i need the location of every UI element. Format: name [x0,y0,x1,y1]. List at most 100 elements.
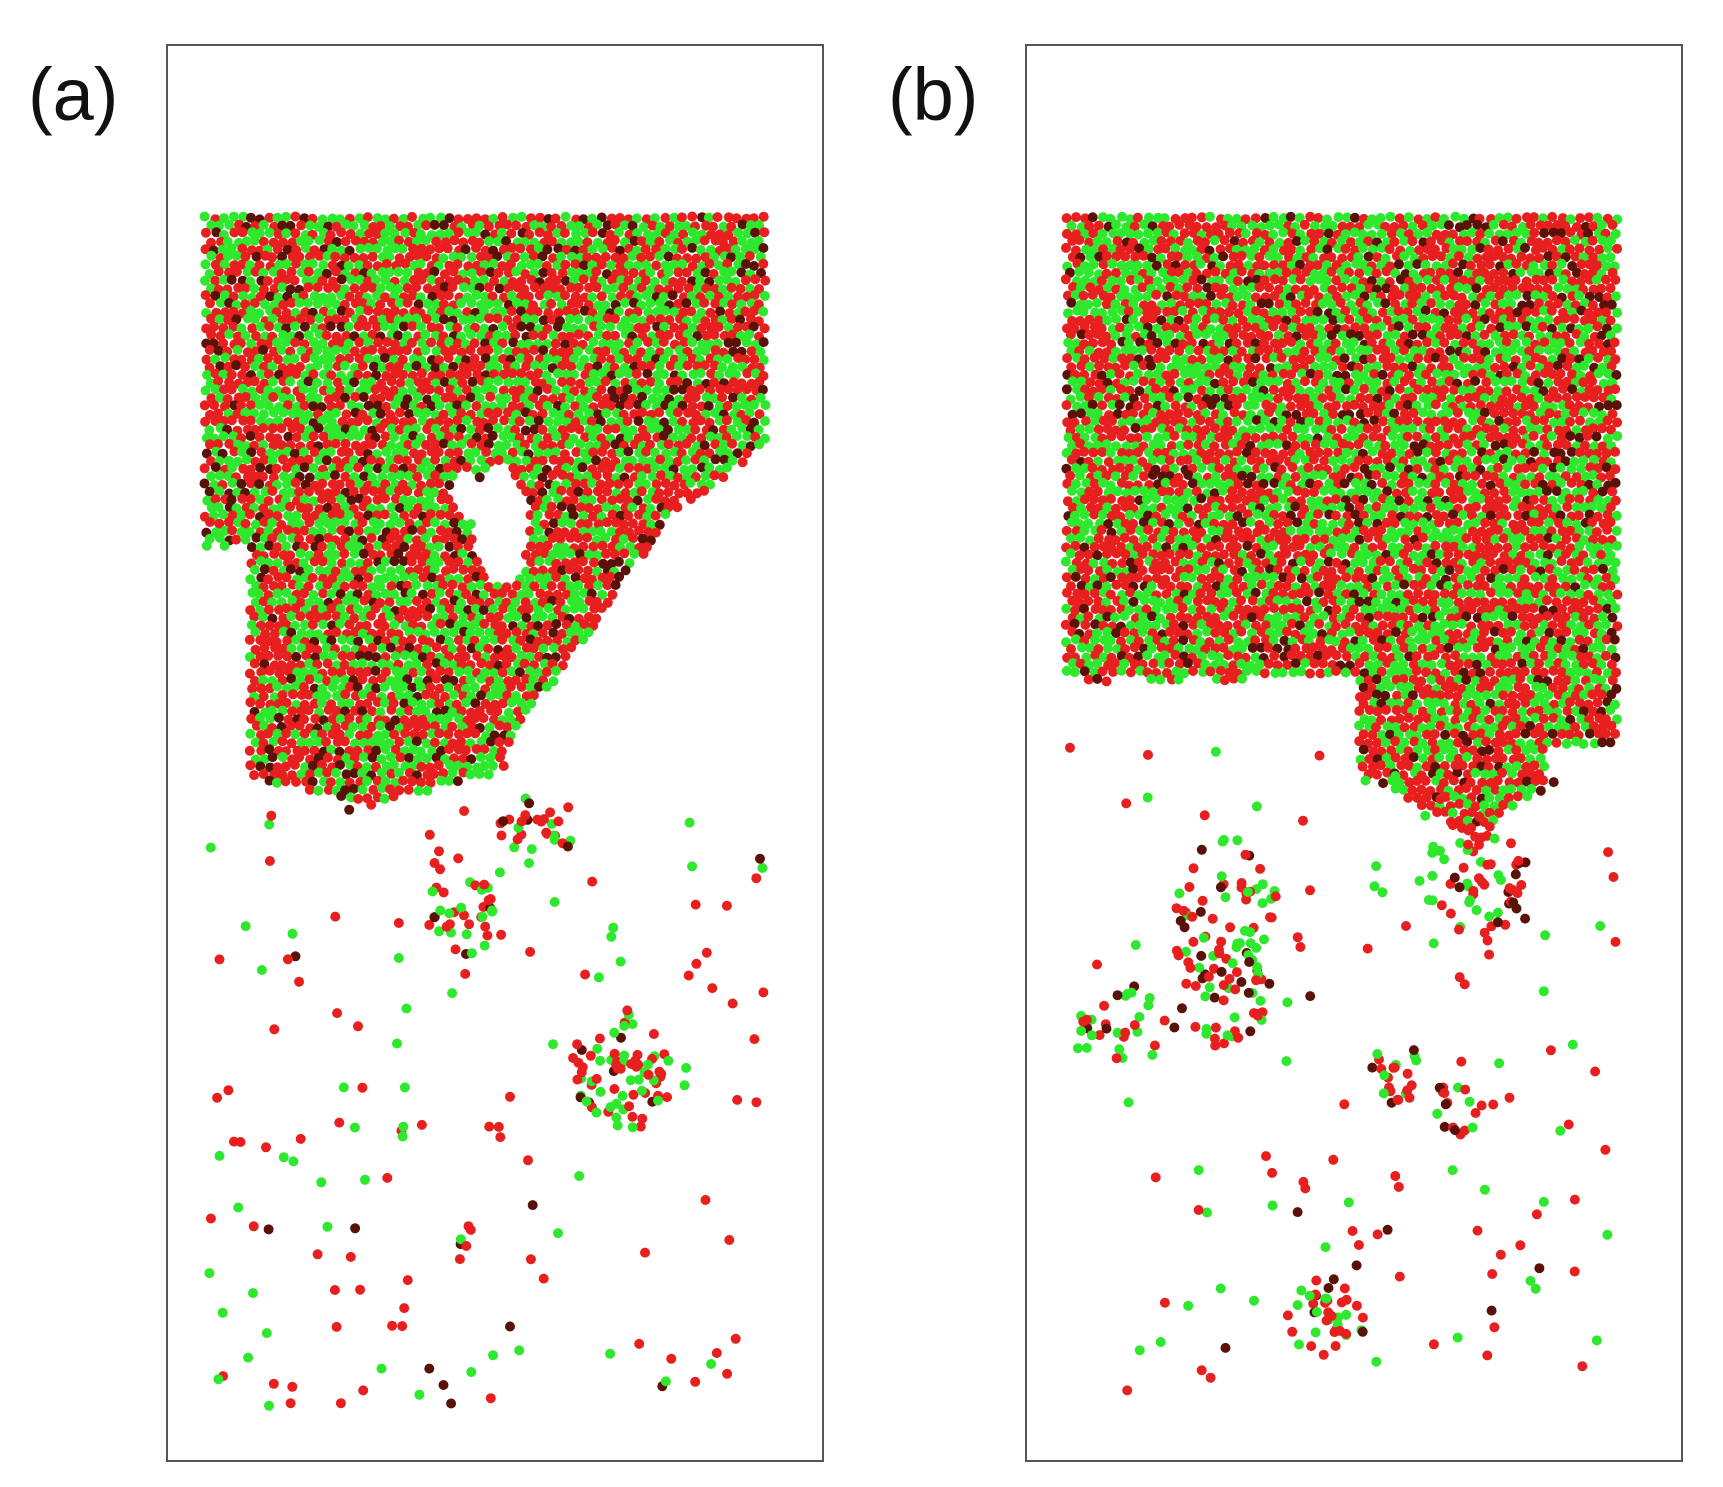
atom [1584,212,1594,223]
atom [737,423,748,433]
atom [722,353,733,364]
atom [429,627,440,637]
atom [1285,292,1296,303]
atom [529,581,540,592]
atom [1418,313,1428,324]
atom [1225,275,1236,285]
panel-b-label: (b) [888,53,979,136]
atom [385,455,396,466]
atom [269,346,279,357]
atom [1286,244,1297,255]
atom [434,846,444,857]
atom [726,221,737,232]
atom [722,243,733,254]
atom [1579,315,1590,326]
atom [1612,323,1622,334]
atom [660,1376,671,1387]
atom [314,533,325,544]
atom [307,760,318,771]
atom [1458,259,1469,270]
atom [1337,253,1348,264]
atom [687,861,698,872]
atom [407,776,418,787]
atom [282,651,293,662]
atom [471,744,482,754]
atom [630,1057,641,1068]
atom [597,446,608,457]
atom [458,564,469,575]
atom [1357,243,1368,253]
atom [1398,313,1409,324]
atom [331,391,341,402]
atom [1547,211,1558,222]
atom [478,590,489,600]
atom [1169,306,1180,317]
atom [575,378,586,389]
atom [371,683,382,694]
atom [534,227,545,238]
atom [330,251,341,262]
atom [305,314,316,325]
atom [443,729,454,740]
atom [1342,212,1353,223]
atom [268,736,279,747]
atom [596,603,607,613]
atom [223,517,234,527]
atom [713,321,724,332]
atom [461,1241,472,1251]
atom [654,251,665,262]
atom [1363,251,1374,262]
atom [421,407,432,418]
atom [610,423,621,434]
atom [268,407,279,418]
atom [636,471,647,482]
atom [673,424,684,435]
atom [1174,267,1185,278]
atom [332,361,343,372]
atom [575,502,586,513]
atom [525,652,536,662]
atom [281,259,292,270]
atom [228,306,239,317]
atom [214,470,225,481]
atom [731,431,742,441]
atom [1286,337,1297,347]
atom [422,580,433,591]
atom [1393,306,1404,317]
atom [510,470,521,481]
atom [573,532,584,543]
atom [443,290,454,301]
atom [245,728,256,739]
atom [1236,346,1247,357]
atom [240,518,251,529]
atom [520,377,531,388]
atom [310,713,321,724]
atom [303,705,314,716]
atom [349,1122,360,1133]
atom [691,298,702,309]
atom [375,720,386,731]
atom [516,211,527,222]
atom [1155,253,1166,264]
atom [348,221,359,231]
atom [528,690,539,701]
atom [506,228,517,239]
atom [323,549,334,560]
atom [565,581,576,592]
atom [245,509,255,520]
atom [305,393,316,404]
atom [303,689,314,700]
atom [1511,258,1522,269]
atom [493,376,504,386]
atom [527,1200,538,1211]
atom [282,400,293,411]
atom [395,378,406,388]
atom [268,392,279,402]
atom [416,1119,427,1130]
atom [237,493,248,504]
atom [439,533,450,544]
atom [1209,313,1220,324]
atom [334,729,345,740]
atom [471,571,482,582]
atom [438,253,449,264]
